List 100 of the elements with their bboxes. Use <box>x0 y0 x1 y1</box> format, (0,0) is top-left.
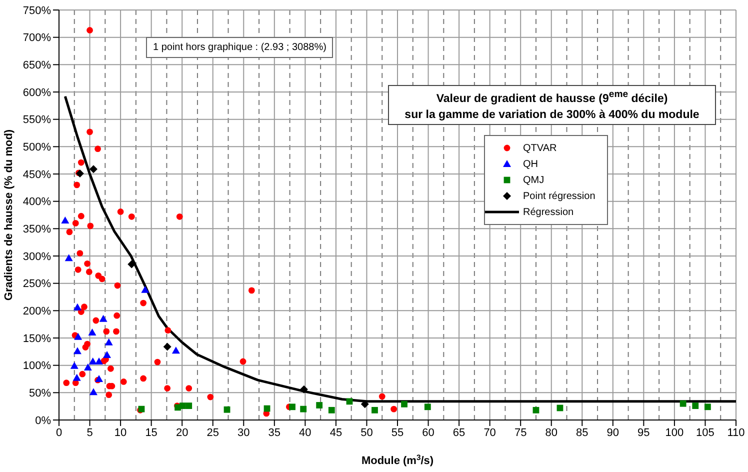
point <box>73 303 82 310</box>
point <box>87 222 94 230</box>
y-tick-label: 400% <box>22 196 52 208</box>
y-tick-label: 650% <box>22 60 52 72</box>
point <box>140 300 147 306</box>
x-tick-label: 50 <box>360 426 373 439</box>
y-tick-label: 450% <box>22 168 52 181</box>
legend-label: Point régression <box>523 190 596 202</box>
x-tick-label: 110 <box>727 426 745 439</box>
point <box>94 146 101 152</box>
point <box>103 350 112 358</box>
x-tick-label: 5 <box>86 426 93 439</box>
point <box>63 380 70 386</box>
point <box>164 327 172 334</box>
y-tick-label: 750% <box>22 4 52 17</box>
point <box>704 404 711 410</box>
x-tick-label: 80 <box>545 426 558 439</box>
point <box>92 317 100 324</box>
y-tick-label: 700% <box>22 32 52 44</box>
point <box>61 216 70 224</box>
point <box>104 338 113 346</box>
point <box>108 365 114 372</box>
x-tick-label: 25 <box>206 426 219 439</box>
x-tick-label: 0 <box>56 426 62 439</box>
x-tick-label: 10 <box>114 426 127 439</box>
point <box>73 347 82 354</box>
point <box>154 358 161 366</box>
point <box>316 402 323 408</box>
point <box>66 228 73 236</box>
point <box>120 378 127 385</box>
x-tick-label: 20 <box>176 426 188 439</box>
legend-label: QH <box>523 158 538 170</box>
point <box>328 406 335 414</box>
point <box>72 374 81 381</box>
point <box>106 392 112 398</box>
point <box>81 304 88 310</box>
y-axis-title: Gradients de hausse (% du mod) <box>3 129 15 301</box>
point <box>207 394 214 400</box>
point <box>692 402 699 409</box>
y-tick-label: 200% <box>22 306 52 318</box>
point <box>300 385 308 394</box>
x-tick-label: 95 <box>638 426 650 439</box>
point <box>78 212 84 220</box>
x-tick-label: 85 <box>576 426 588 439</box>
y-tick-label: 600% <box>22 86 52 99</box>
x-tick-label: 45 <box>330 426 342 439</box>
point <box>390 406 398 412</box>
text: Valeur de gradient de hausse (9$^{eme}$ décile) <box>435 88 669 107</box>
point <box>74 266 82 273</box>
legend-label: QMJ <box>523 174 544 186</box>
x-tick-label: 60 <box>422 426 434 439</box>
point <box>401 400 408 408</box>
point <box>248 287 255 294</box>
point <box>300 406 307 412</box>
point <box>84 260 91 267</box>
x-tick-label: 100 <box>665 426 684 439</box>
point <box>164 385 171 392</box>
point <box>95 358 104 365</box>
y-tick-label: 350% <box>22 224 52 236</box>
point <box>88 358 97 365</box>
point <box>74 332 82 340</box>
x-tick-label: 40 <box>299 426 312 439</box>
point <box>240 358 246 365</box>
y-tick-label: 100% <box>22 360 52 372</box>
y-tick-label: 50% <box>28 388 52 400</box>
point <box>95 375 104 382</box>
point <box>128 213 135 220</box>
point <box>680 400 686 407</box>
point <box>64 254 73 262</box>
point <box>114 312 120 319</box>
legend-label: QTVAR <box>523 142 557 154</box>
point <box>88 328 96 336</box>
y-tick-label: 550% <box>22 114 52 126</box>
point <box>70 362 78 369</box>
point <box>98 276 106 282</box>
point <box>289 404 296 410</box>
point <box>84 364 92 371</box>
text: sur la gamme de variation de 300% à 400% du module <box>404 108 700 123</box>
y-tick-label: 300% <box>22 250 52 263</box>
point <box>82 344 89 350</box>
x-tick-label: 70 <box>484 426 496 439</box>
point <box>79 370 86 378</box>
point <box>99 314 108 322</box>
point <box>172 346 180 354</box>
point <box>74 182 80 188</box>
y-tick-label: 250% <box>22 278 52 290</box>
x-tick-label: 30 <box>238 426 250 439</box>
x-tick-label: 55 <box>391 426 404 439</box>
point <box>141 286 150 293</box>
x-tick-label: 15 <box>145 426 158 439</box>
point <box>89 388 98 396</box>
point <box>76 250 84 256</box>
x-tick-label: 105 <box>696 426 714 439</box>
point <box>86 27 93 34</box>
point <box>532 406 540 414</box>
point <box>186 402 192 409</box>
point <box>86 128 93 136</box>
point <box>89 165 98 174</box>
point <box>163 342 172 351</box>
point <box>186 385 192 392</box>
